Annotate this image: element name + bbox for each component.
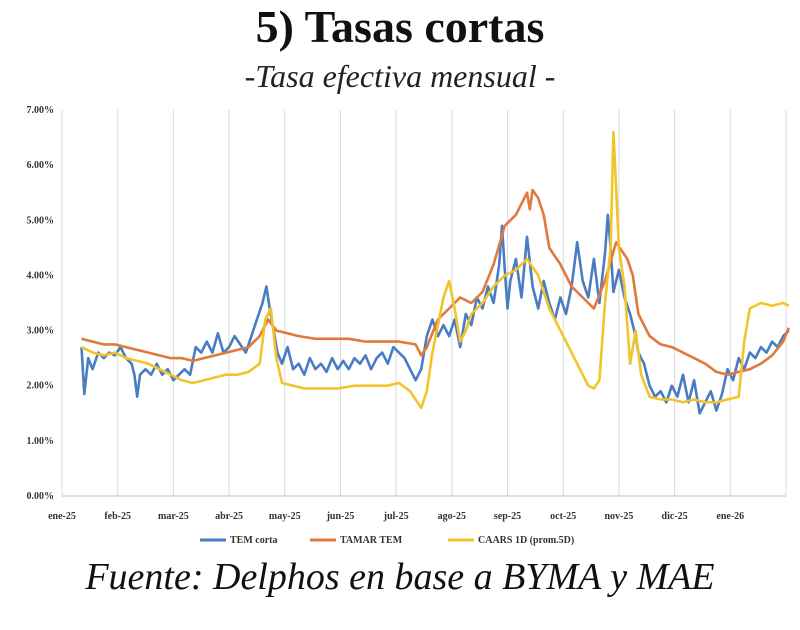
y-tick-label: 4.00% <box>27 270 55 281</box>
x-tick-label: oct-25 <box>550 511 576 522</box>
x-tick-label: dic-25 <box>662 511 688 522</box>
y-tick-label: 7.00% <box>27 105 55 116</box>
chart-axes: 0.00% 1.00% 2.00% 3.00% 4.00% 5.00% 6.00% 7.00%… <box>27 105 786 522</box>
x-tick-label: ene-26 <box>716 511 744 522</box>
series-line <box>80 130 790 410</box>
x-tick-label: may-25 <box>269 511 301 522</box>
page-title: 5) Tasas cortas <box>255 1 545 52</box>
x-tick-label: jun-25 <box>326 511 355 522</box>
y-tick-label: 2.00% <box>27 381 55 392</box>
y-tick-label: 6.00% <box>27 160 55 171</box>
y-tick-label: 1.00% <box>27 436 55 447</box>
legend-label: TEM corta <box>230 535 278 546</box>
x-tick-label: feb-25 <box>104 511 131 522</box>
x-tick-label: mar-25 <box>158 511 189 522</box>
legend-label: CAARS 1D (prom.5D) <box>478 535 574 546</box>
x-tick-label: jul-25 <box>383 511 409 522</box>
source-note: Fuente: Delphos en base a BYMA y MAE <box>85 556 715 598</box>
chart-series <box>80 130 791 415</box>
chart: 0.00% 1.00% 2.00% 3.00% 4.00% 5.00% 6.00% 7.00%… <box>27 105 791 546</box>
x-tick-label: ene-25 <box>48 511 76 522</box>
x-tick-label: sep-25 <box>494 511 521 522</box>
chart-legend: TEM corta TAMAR TEM CAARS 1D (prom.5D) <box>200 535 574 546</box>
page-subtitle: -Tasa efectiva mensual - <box>244 58 556 94</box>
y-tick-label: 0.00% <box>27 491 55 502</box>
x-tick-label: nov-25 <box>604 511 633 522</box>
legend-label: TAMAR TEM <box>340 535 403 546</box>
x-tick-label: ago-25 <box>438 511 466 522</box>
y-tick-label: 3.00% <box>27 326 55 337</box>
series-line <box>80 213 790 415</box>
y-tick-label: 5.00% <box>27 215 55 226</box>
x-tick-label: abr-25 <box>215 511 243 522</box>
chart-grid <box>61 110 787 496</box>
series-line <box>81 188 791 376</box>
